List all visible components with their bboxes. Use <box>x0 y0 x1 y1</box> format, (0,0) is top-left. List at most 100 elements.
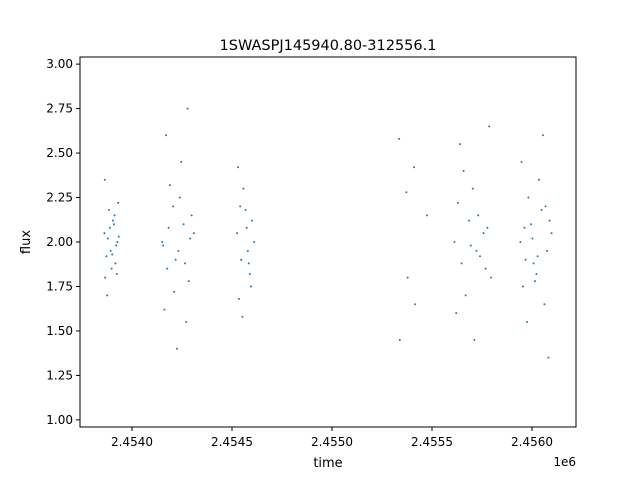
data-point <box>490 276 492 279</box>
data-point <box>486 226 489 229</box>
data-point <box>542 134 544 137</box>
data-point <box>531 237 534 240</box>
data-point <box>104 276 107 279</box>
data-point <box>103 178 106 181</box>
y-tick-label: 2.75 <box>46 102 73 116</box>
data-point <box>190 214 193 217</box>
data-point <box>548 219 551 222</box>
data-point <box>182 223 185 226</box>
data-point <box>540 208 543 211</box>
y-axis: 1.00 1.25 1.50 1.75 2.00 2.25 2.50 2.75 3.00 <box>46 57 80 427</box>
data-point <box>115 273 118 276</box>
data-point <box>240 258 243 261</box>
data-point <box>530 223 532 226</box>
data-point <box>167 226 170 229</box>
data-point <box>185 321 188 324</box>
data-point <box>534 280 536 283</box>
data-point <box>473 338 476 341</box>
data-point <box>544 205 547 208</box>
data-point <box>426 214 428 217</box>
data-point <box>532 262 535 265</box>
data-point <box>538 178 540 181</box>
data-point <box>520 160 523 163</box>
data-point <box>535 273 538 276</box>
data-point <box>108 208 110 211</box>
data-point <box>246 249 249 252</box>
data-point <box>106 294 109 297</box>
x-axis-offset-label: 1e6 <box>553 455 576 469</box>
data-point <box>162 244 165 247</box>
data-point <box>113 214 116 217</box>
data-point <box>457 201 459 204</box>
data-point <box>468 219 470 222</box>
data-point <box>482 232 485 235</box>
y-tick-label: 1.25 <box>46 368 73 382</box>
data-point <box>161 241 164 243</box>
data-point <box>247 262 250 265</box>
data-point <box>103 232 106 235</box>
data-point <box>109 249 112 252</box>
data-point <box>112 219 114 222</box>
data-point <box>117 235 120 238</box>
data-point <box>453 241 456 243</box>
x-tick-label: 2.4540 <box>111 435 153 449</box>
data-point <box>180 160 183 163</box>
data-point <box>522 285 524 288</box>
x-tick-label: 2.4545 <box>211 435 253 449</box>
data-point <box>479 255 481 258</box>
data-point <box>414 303 416 306</box>
data-point <box>251 219 253 222</box>
data-point <box>114 262 117 265</box>
data-point <box>111 253 114 256</box>
data-point <box>237 166 239 169</box>
data-point <box>484 267 487 270</box>
data-point <box>105 255 108 258</box>
data-point <box>398 338 401 341</box>
data-point <box>405 191 408 194</box>
data-point <box>184 262 186 265</box>
data-point <box>462 169 465 172</box>
data-point <box>413 166 415 169</box>
data-point <box>165 134 167 137</box>
data-point <box>244 208 247 211</box>
y-tick-label: 2.50 <box>46 146 73 160</box>
data-point <box>248 273 251 276</box>
data-point <box>115 244 118 247</box>
data-point <box>471 187 474 190</box>
data-point <box>475 249 478 252</box>
x-axis-label: time <box>313 456 342 471</box>
data-point <box>187 280 190 283</box>
data-point <box>117 201 120 204</box>
data-point <box>477 214 480 217</box>
data-point <box>250 285 252 288</box>
y-tick-label: 2.00 <box>46 235 73 249</box>
data-point <box>253 241 256 243</box>
data-point <box>464 294 467 297</box>
data-point <box>186 107 189 110</box>
data-point <box>106 237 109 240</box>
data-point <box>192 232 195 235</box>
x-tick-label: 2.4550 <box>311 435 353 449</box>
data-point <box>173 290 176 293</box>
data-point <box>110 267 113 270</box>
data-point <box>488 125 491 128</box>
data-point <box>177 249 180 252</box>
y-tick-label: 1.50 <box>46 324 73 338</box>
data-point <box>241 315 244 318</box>
data-point <box>550 232 553 235</box>
x-tick-label: 2.4560 <box>511 435 553 449</box>
y-tick-label: 1.75 <box>46 279 73 293</box>
data-point <box>460 262 463 265</box>
data-point <box>469 244 472 247</box>
data-point <box>108 226 111 229</box>
data-point <box>524 258 527 261</box>
data-point <box>239 205 242 208</box>
data-points <box>103 107 553 359</box>
data-point <box>455 312 458 315</box>
data-point <box>169 184 171 187</box>
data-point <box>536 255 539 258</box>
data-point <box>238 297 240 300</box>
data-point <box>166 267 169 270</box>
